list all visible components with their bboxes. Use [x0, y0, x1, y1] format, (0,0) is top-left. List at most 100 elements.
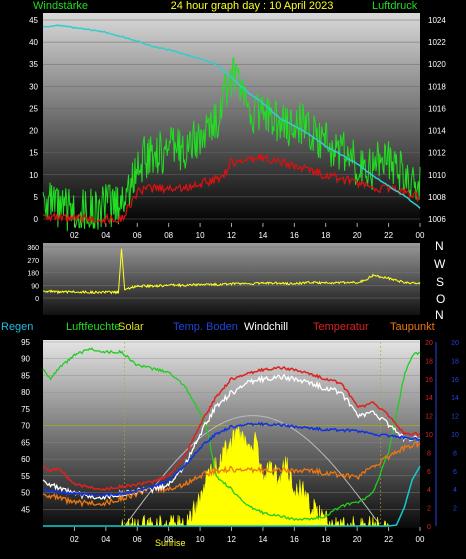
legend-dewpoint: Taupunkt	[390, 321, 435, 333]
p2-y-label-90: 90	[31, 283, 39, 290]
p3-y-left-label-85: 85	[21, 371, 30, 380]
panel-3-axes: 4550556065707580859095024681012141618202…	[21, 338, 459, 544]
p3-y-right-label-6: 6	[453, 469, 457, 476]
x-tick-label-02: 02	[70, 231, 79, 240]
p3-y-left-label-55: 55	[21, 472, 30, 481]
p3-y-left-label-95: 95	[21, 338, 30, 347]
p3-y-left-label-80: 80	[21, 388, 30, 397]
wind-direction-line	[42, 248, 421, 295]
x-tick-label-20: 20	[353, 535, 362, 544]
panel-1-axes: 0510152025303540451006100810101012101410…	[29, 16, 446, 240]
p3-y-right-label-18: 18	[451, 358, 459, 365]
x-tick-label-20: 20	[353, 231, 362, 240]
wind-pressure-panel	[43, 13, 420, 226]
x-tick-label-22: 22	[384, 231, 393, 240]
x-tick-label-04: 04	[101, 535, 110, 544]
pressure-line	[43, 24, 421, 209]
p3-y-right-label-4: 4	[453, 487, 457, 494]
p1-y-left-label-10: 10	[29, 171, 38, 180]
x-tick-label-10: 10	[196, 535, 205, 544]
dewpoint-line	[42, 441, 421, 508]
p1-y-left-label-5: 5	[34, 193, 39, 202]
p3-y-right-label-8: 8	[453, 450, 457, 457]
p1-y-left-label-30: 30	[29, 82, 38, 91]
wind-strength-legend: Windstärke	[33, 0, 88, 12]
p3-y-temp-label-14: 14	[425, 395, 433, 402]
p3-y-left-label-70: 70	[21, 422, 30, 431]
panel-1-series	[42, 24, 421, 232]
x-tick-label-16: 16	[290, 231, 299, 240]
p1-y-left-label-15: 15	[29, 149, 38, 158]
compass-labels: N W S O N	[434, 239, 446, 322]
p3-y-right-label-2: 2	[453, 506, 457, 513]
p1-y-right-label-1020: 1020	[428, 60, 446, 69]
p3-y-right-label-12: 12	[451, 414, 459, 421]
x-tick-label-18: 18	[321, 231, 330, 240]
pressure-legend: Luftdruck	[372, 0, 418, 12]
p3-y-temp-label-16: 16	[425, 377, 433, 384]
x-tick-label-08: 08	[164, 231, 173, 240]
x-tick-label-00: 00	[416, 535, 425, 544]
p3-y-temp-label-8: 8	[427, 450, 431, 457]
p1-y-left-label-35: 35	[29, 60, 38, 69]
p3-y-temp-label-2: 2	[427, 506, 431, 513]
humidity-line	[42, 347, 421, 522]
p1-y-left-label-25: 25	[29, 104, 38, 113]
compass-w: W	[434, 257, 446, 271]
p3-y-left-label-90: 90	[21, 355, 30, 364]
soil-temperature-line	[42, 421, 421, 497]
windchill-line	[42, 373, 421, 501]
p3-y-temp-label-6: 6	[427, 469, 431, 476]
p3-y-left-label-65: 65	[21, 438, 30, 447]
p1-y-right-label-1022: 1022	[428, 38, 446, 47]
compass-n-bottom: N	[435, 308, 444, 322]
p1-y-right-label-1016: 1016	[428, 104, 446, 113]
p3-y-temp-label-12: 12	[425, 414, 433, 421]
compass-n-top: N	[435, 239, 444, 253]
x-tick-label-10: 10	[196, 231, 205, 240]
p1-y-left-label-45: 45	[29, 16, 38, 25]
p1-y-left-label-0: 0	[34, 215, 39, 224]
compass-o: O	[436, 292, 445, 306]
panel-2-series	[42, 248, 421, 295]
p2-y-label-180: 180	[27, 271, 39, 278]
p1-y-right-label-1024: 1024	[428, 16, 446, 25]
p1-y-right-label-1006: 1006	[428, 215, 446, 224]
x-tick-label-08: 08	[164, 535, 173, 544]
sunrise-label: Sunrise	[155, 538, 186, 548]
legend-temperature: Temperatur	[313, 321, 369, 333]
wind-direction-panel	[43, 243, 420, 315]
p3-y-left-label-45: 45	[21, 505, 30, 514]
x-tick-label-14: 14	[258, 535, 267, 544]
p3-y-temp-label-18: 18	[425, 358, 433, 365]
panel-2-axes: 0 90 180 270 360	[27, 245, 39, 303]
p1-y-right-label-1018: 1018	[428, 82, 446, 91]
p1-y-left-label-20: 20	[29, 127, 38, 136]
legend-windchill: Windchill	[244, 321, 288, 333]
p2-y-label-270: 270	[27, 258, 39, 265]
x-tick-label-16: 16	[290, 535, 299, 544]
legend-solar: Solar	[118, 321, 144, 333]
rain-line	[43, 465, 421, 527]
x-tick-label-00: 00	[416, 231, 425, 240]
wind-average-line	[42, 153, 421, 225]
p3-y-right-label-14: 14	[451, 395, 459, 402]
x-tick-label-06: 06	[133, 535, 142, 544]
panel-3-series	[42, 347, 421, 527]
p3-y-temp-label-0: 0	[427, 524, 431, 531]
chart-title: 24 hour graph day : 10 April 2023	[171, 0, 334, 12]
x-tick-label-12: 12	[227, 231, 236, 240]
p1-y-right-label-1014: 1014	[428, 127, 446, 136]
x-tick-label-14: 14	[258, 231, 267, 240]
p2-y-label-0: 0	[35, 296, 39, 303]
compass-s: S	[436, 275, 444, 289]
p3-y-temp-label-4: 4	[427, 487, 431, 494]
x-tick-label-18: 18	[321, 535, 330, 544]
x-tick-label-02: 02	[70, 535, 79, 544]
p1-y-right-label-1010: 1010	[428, 171, 446, 180]
x-tick-label-22: 22	[384, 535, 393, 544]
x-tick-label-12: 12	[227, 535, 236, 544]
p1-y-left-label-40: 40	[29, 38, 38, 47]
temperature-line	[42, 366, 421, 492]
